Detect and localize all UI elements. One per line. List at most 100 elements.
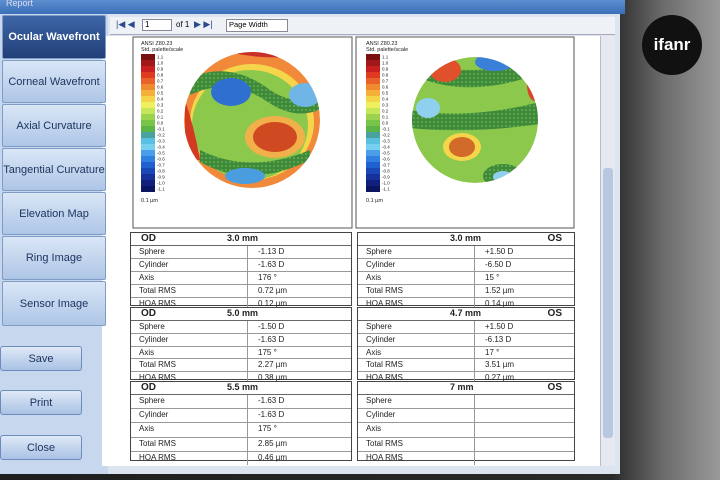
colorbar-label: 0.9 <box>382 67 389 72</box>
sidebar-tab[interactable]: Corneal Wavefront <box>2 60 106 103</box>
row-value: 0.72 µm <box>258 286 288 295</box>
table-header: OD 5.5 mm <box>131 382 351 395</box>
row-label: Cylinder <box>358 409 475 423</box>
watermark: ifanr <box>642 15 702 75</box>
colorbar-label: -0.7 <box>157 163 165 168</box>
row-label: Axis <box>358 346 475 359</box>
colorbar-label: -0.2 <box>157 133 165 138</box>
zone-label: 5.0 mm <box>227 308 259 318</box>
colorbar-label: 0.3 <box>157 103 164 108</box>
nav-first-prev[interactable]: |◀ ◀ <box>116 19 135 29</box>
row-value: 2.27 µm <box>258 360 288 370</box>
table-row: Total RMS 2.27 µm <box>131 359 351 373</box>
colorbar-swatch <box>366 174 380 180</box>
colorbar-swatch <box>141 90 155 96</box>
zone-label: 7 mm <box>450 382 474 392</box>
colorbar-swatch <box>366 144 380 150</box>
row-label: HOA RMS <box>358 451 475 465</box>
page-input[interactable]: 1 <box>142 19 172 31</box>
colorbar-label: 0.8 <box>382 73 389 78</box>
colorbar-label: 0.0 <box>382 121 389 126</box>
sidebar-tab[interactable]: Ring Image <box>2 236 106 280</box>
sidebar-tab[interactable]: Tangential Curvature <box>2 148 106 191</box>
row-value: 0.12 µm <box>258 299 288 308</box>
colorbar-label: 1.1 <box>157 55 164 60</box>
colorbar-swatch <box>141 120 155 126</box>
colorbar-label: -0.4 <box>157 145 165 150</box>
colorbar-swatch <box>366 114 380 120</box>
scroll-thumb[interactable] <box>603 168 613 438</box>
zone-label: 3.0 mm <box>450 233 482 243</box>
colorbar-swatch <box>366 150 380 156</box>
measurement-table: OS 4.7 mm Sphere +1.50 D Cylinder -6.13 D Axis… <box>357 307 575 384</box>
measurement-table: OD 5.5 mm Sphere -1.63 D Cylinder -1.63 D Axis… <box>130 381 352 465</box>
action-button[interactable]: Print <box>0 390 82 415</box>
row-label: Axis <box>131 423 248 437</box>
table-row: Sphere -1.13 D <box>131 246 351 259</box>
colorbar-swatch <box>141 186 155 192</box>
table-header: OD 3.0 mm <box>131 233 351 246</box>
colorbar-swatch <box>141 126 155 132</box>
table-row: Axis 175 ° <box>131 346 351 360</box>
colorbar-swatch <box>141 54 155 60</box>
sidebar-tab[interactable]: Sensor Image <box>2 281 106 326</box>
table-row: HOA RMS 0.14 µm <box>358 298 574 310</box>
page-count: of 1 <box>176 20 190 29</box>
row-label: Total RMS <box>358 437 475 451</box>
colorbar-label: -0.5 <box>157 151 165 156</box>
colorbar-label: -0.2 <box>382 133 390 138</box>
row-value: -6.50 D <box>485 260 512 269</box>
colorbar-swatch <box>366 180 380 186</box>
row-value: -1.63 D <box>258 396 285 405</box>
colorbar-label: -0.8 <box>157 169 165 174</box>
eye-label: OD <box>141 308 156 319</box>
colorbar-swatch <box>366 132 380 138</box>
row-value <box>475 409 485 422</box>
table-row: Sphere -1.50 D <box>131 321 351 334</box>
colorbar-label: -0.3 <box>157 139 165 144</box>
colorbar-swatch <box>366 66 380 72</box>
action-button[interactable]: Close <box>0 435 82 460</box>
row-label: HOA RMS <box>358 298 475 310</box>
row-label: Sphere <box>358 246 475 258</box>
scrollbar[interactable] <box>600 36 615 466</box>
sidebar-tab[interactable]: Axial Curvature <box>2 104 106 147</box>
row-value: 176 ° <box>258 273 277 282</box>
colorbar-swatch <box>366 102 380 108</box>
colorbar-label: -0.9 <box>157 175 165 180</box>
toolbar: |◀ ◀ 1 of 1 ▶ ▶| Page Width <box>110 17 615 35</box>
colorbar-swatch <box>141 132 155 138</box>
row-label: Axis <box>358 272 475 284</box>
action-button[interactable]: Save <box>0 346 82 371</box>
table-row: Total RMS 1.52 µm <box>358 285 574 298</box>
zoom-select[interactable]: Page Width <box>226 19 288 32</box>
colorbar-label: -1.1 <box>157 187 165 192</box>
row-label: Sphere <box>131 395 248 409</box>
table-row: Axis <box>358 423 574 438</box>
colorbar-label: 0.3 <box>382 103 389 108</box>
row-label: Cylinder <box>131 333 248 346</box>
row-value: 0.14 µm <box>485 299 515 308</box>
zone-label: 4.7 mm <box>450 308 482 318</box>
colorbar-swatch <box>366 120 380 126</box>
colorbar-label: 1.0 <box>382 61 389 66</box>
colorbar-swatch <box>366 60 380 66</box>
table-row: Axis 17 ° <box>358 346 574 360</box>
table-row: HOA RMS 0.12 µm <box>131 298 351 310</box>
map-palette: Std. palette/scale <box>366 47 408 53</box>
measurement-table: OS 7 mm Sphere Cylinder Axis Total RMS HOA RMS <box>357 381 575 465</box>
colorbar-label: -0.1 <box>157 127 165 132</box>
table-row: Axis 175 ° <box>131 423 351 438</box>
sidebar-tab[interactable]: Elevation Map <box>2 192 106 235</box>
row-value: -1.63 D <box>258 410 285 420</box>
table-row: Cylinder -1.63 D <box>131 259 351 272</box>
table-header: OS 4.7 mm <box>358 308 574 321</box>
row-label: Axis <box>358 423 475 437</box>
row-value: -1.63 D <box>258 334 285 344</box>
sidebar-tab[interactable]: Ocular Wavefront <box>2 15 106 59</box>
colorbar-swatch <box>141 162 155 168</box>
nav-next-last[interactable]: ▶ ▶| <box>194 19 213 29</box>
colorbar-swatch <box>366 78 380 84</box>
row-label: Cylinder <box>131 409 248 423</box>
